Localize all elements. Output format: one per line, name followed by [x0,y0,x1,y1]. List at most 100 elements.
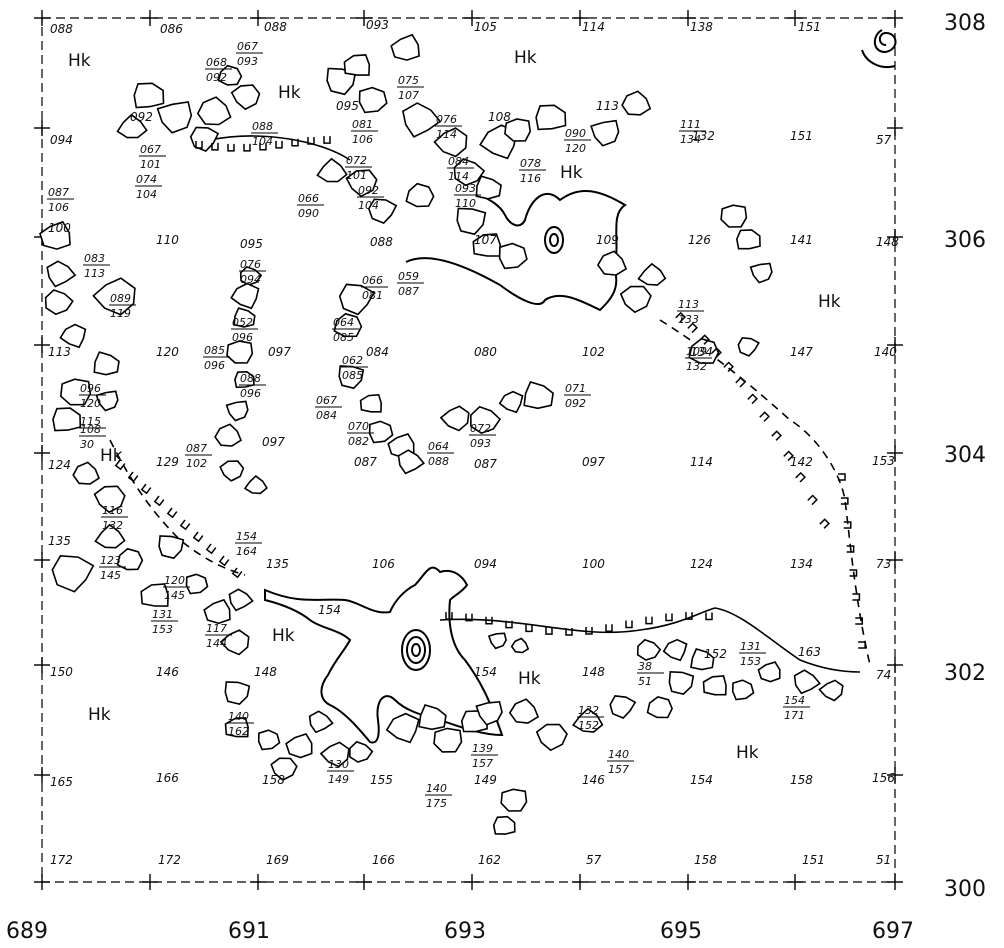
fraction-bottom: 145 [100,569,121,582]
boulder [590,119,620,147]
fraction-bottom: 093 [237,55,258,68]
fraction-top: 087 [48,186,69,199]
fraction-bottom: 153 [152,623,173,636]
spot-height: 084 [366,345,389,359]
fraction-top: 062 [342,354,363,367]
fraction-top: 068 [206,56,227,69]
fraction-bottom: 119 [110,307,131,320]
fraction-top: 116 [102,504,123,517]
scarp-tick [807,494,818,506]
fraction-top: 087 [186,442,207,455]
scarp-tick [852,593,861,601]
contour-rings-north [544,226,564,254]
hk-labels: Hk Hk Hk Hk Hk Hk Hk Hk Hk Hk [68,48,841,763]
boulder [475,700,503,726]
spot-height: 088 [264,20,287,34]
hk-label: Hk [818,292,841,312]
boulder [487,632,507,650]
hk-label: Hk [278,83,301,103]
fraction-bottom: 152 [578,719,599,732]
spot-height: 097 [268,345,291,359]
boulder [401,102,442,138]
boulder [214,423,243,447]
hk-label: Hk [68,51,91,71]
boulder [72,461,100,485]
fraction-bottom: 144 [206,637,227,650]
fraction-top: 074 [136,173,157,186]
fraction-bottom: 104 [136,188,157,201]
spot-height: 158 [262,773,285,787]
scarp-tick [307,137,315,145]
boulder [44,289,74,316]
boulder [690,648,715,671]
spot-height-labels: 088 086 088 093 105 114 138 151 094 57 100 148 113 14… [48,18,899,867]
fraction-bottom: 153 [740,655,761,668]
spot-height: 109 [596,233,619,247]
fraction-bottom: 120 [565,142,586,155]
scarp-tick [259,142,267,151]
boulder [433,127,468,158]
boulder [818,679,844,702]
spot-height: 141 [790,233,813,247]
boulder [636,638,662,661]
fraction-top: 111 [680,118,701,131]
northing-label: 302 [944,661,986,686]
spot-height: 124 [48,458,71,472]
boulder [228,588,254,612]
boulder [456,207,487,236]
boulder [158,535,185,560]
boulder [243,475,268,495]
boulder [498,390,524,414]
scarp-tick [195,140,203,149]
fraction-top: 109 [686,345,707,358]
spot-height: 148 [876,235,899,249]
fraction-bottom: 104 [358,199,379,212]
boulder [234,370,255,389]
spot-height: 155 [370,773,393,787]
boulder [596,250,628,276]
boulder [749,262,773,284]
scarp-tick [485,616,493,625]
boulder [338,365,365,390]
fraction-top: 090 [565,127,586,140]
fraction-bottom: 093 [470,437,491,450]
boulder [737,336,760,357]
spot-height: 110 [156,233,179,247]
scarp-tick [846,545,855,553]
boulder [510,637,530,654]
boulder [793,669,821,695]
boulder [385,712,420,744]
fraction-bottom: 116 [520,172,541,185]
boulder [498,242,528,270]
spot-height: 142 [790,455,813,469]
boulder [156,101,193,134]
boulder [225,400,249,422]
fraction-top: 120 [164,574,185,587]
map-frame [41,17,896,883]
spot-height: 166 [156,771,179,785]
spot-height: 087 [474,457,497,471]
fraction-top: 113 [678,298,699,311]
boulder [219,460,245,482]
easting-label: 691 [228,919,270,944]
boulder [51,554,95,593]
scarp-tick [711,347,722,358]
fraction-bottom: 096 [204,359,225,372]
fraction-top: 072 [346,154,367,167]
spot-height: 156 [872,771,895,785]
